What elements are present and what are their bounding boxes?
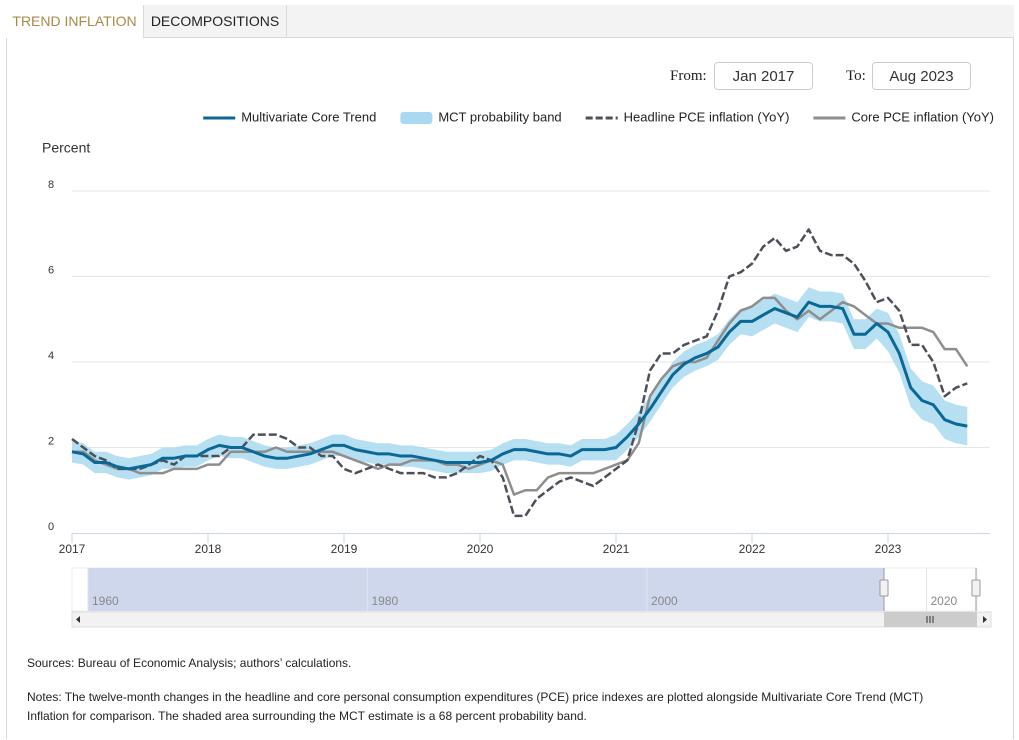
legend-label: Headline PCE inflation (YoY) bbox=[624, 109, 790, 124]
series-line bbox=[71, 228, 968, 518]
x-tick-label: 2022 bbox=[739, 542, 766, 556]
y-tick-label: 6 bbox=[48, 264, 54, 276]
notes: Notes: The twelve-month changes in the h… bbox=[27, 690, 924, 723]
sources: Sources: Bureau of Economic Analysis; au… bbox=[27, 656, 352, 670]
legend-label: MCT probability band bbox=[438, 109, 561, 124]
y-axis-title: Percent bbox=[42, 140, 90, 156]
y-tick-label: 2 bbox=[48, 435, 54, 447]
y-tick-label: 8 bbox=[48, 179, 54, 191]
navigator-label: 1960 bbox=[92, 594, 119, 608]
y-tick-label: 4 bbox=[48, 350, 54, 362]
series-line bbox=[71, 300, 968, 471]
navigator-label: 1980 bbox=[372, 594, 399, 608]
navigator-label: 2000 bbox=[651, 594, 678, 608]
x-tick-label: 2021 bbox=[603, 542, 630, 556]
tab-bar bbox=[6, 5, 1014, 38]
scrollbar-arrow[interactable] bbox=[983, 616, 987, 623]
legend-label: Core PCE inflation (YoY) bbox=[851, 109, 994, 124]
series-line bbox=[72, 296, 969, 496]
chart: Percent 0 2 4 6 8 2017 2018 2019 2020 2021 2022 202… bbox=[42, 109, 994, 628]
to-input[interactable]: Aug 2023 bbox=[872, 62, 971, 90]
x-tick-label: 2023 bbox=[875, 542, 902, 556]
legend-swatch bbox=[400, 112, 433, 124]
navigator-label: 2020 bbox=[931, 594, 958, 608]
scrollbar-track bbox=[71, 611, 992, 628]
navigator-handle[interactable] bbox=[879, 579, 889, 597]
navigator-handle[interactable] bbox=[971, 579, 981, 597]
x-tick-label: 2018 bbox=[195, 542, 222, 556]
x-tick-label: 2020 bbox=[467, 542, 494, 556]
tab[interactable]: DECOMPOSITIONS bbox=[144, 5, 287, 38]
navigator-mask bbox=[88, 568, 884, 611]
legend-label: Multivariate Core Trend bbox=[241, 109, 376, 124]
scrollbar-arrow[interactable] bbox=[76, 616, 80, 623]
x-tick-label: 2017 bbox=[59, 542, 86, 556]
to-label: To: bbox=[846, 68, 866, 84]
y-tick-label: 0 bbox=[48, 521, 54, 533]
from-label: From: bbox=[670, 68, 707, 84]
x-tick-label: 2019 bbox=[331, 542, 358, 556]
tab[interactable]: TREND INFLATION bbox=[6, 5, 144, 38]
from-input[interactable]: Jan 2017 bbox=[714, 62, 813, 90]
